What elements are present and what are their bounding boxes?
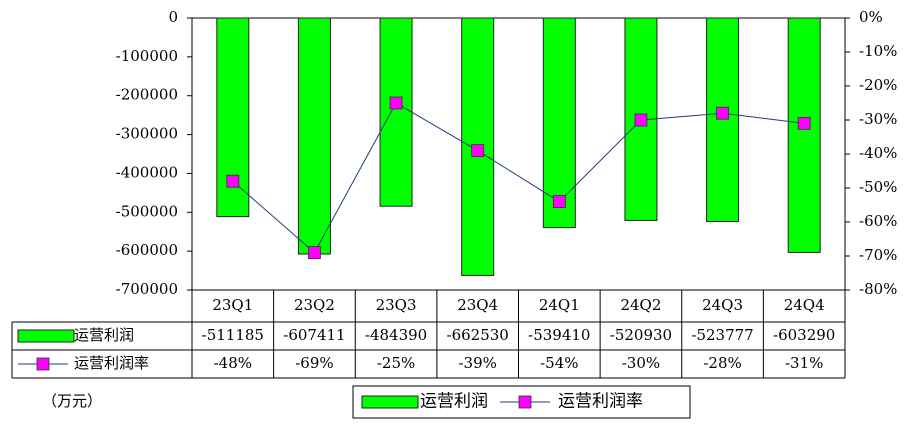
table-value: -25%: [377, 354, 415, 372]
table-value: -69%: [295, 354, 333, 372]
x-tick-label: 24Q2: [620, 296, 661, 314]
legend-icon: [518, 395, 532, 409]
rate-marker: [552, 195, 566, 209]
rate-marker: [389, 96, 403, 110]
bar: [216, 17, 250, 218]
y2-tick-label: -30%: [859, 110, 897, 128]
table-value: -603290: [773, 326, 835, 344]
bar: [379, 17, 413, 207]
y-tick-label: -500000: [116, 202, 178, 220]
table-value: -539410: [528, 326, 590, 344]
rate-marker: [308, 246, 321, 260]
y-tick-label: 0: [168, 8, 178, 26]
x-tick-label: 23Q1: [212, 296, 253, 314]
rate-marker: [226, 174, 240, 188]
y2-tick-label: -80%: [859, 280, 897, 298]
y-tick-label: -200000: [116, 86, 178, 104]
table-value: -30%: [622, 354, 660, 372]
y2-tick-label: -40%: [859, 144, 897, 162]
table-value: -39%: [458, 354, 496, 372]
y-tick-label: -600000: [116, 241, 178, 259]
x-tick-label: 23Q4: [457, 296, 498, 314]
y2-tick-label: -20%: [859, 76, 897, 94]
table-value: -28%: [703, 354, 741, 372]
rate-line: [232, 102, 805, 254]
table-series-name: 运营利润率: [74, 354, 149, 372]
rate-marker: [471, 144, 485, 158]
x-tick-label: 24Q1: [539, 296, 580, 314]
bar: [706, 17, 740, 223]
y2-tick-label: -10%: [859, 42, 897, 60]
table-value: -511185: [202, 326, 264, 344]
x-tick-label: 24Q4: [784, 296, 825, 314]
y2-tick-label: -70%: [859, 246, 897, 264]
x-tick-label: 24Q3: [702, 296, 743, 314]
rate-marker: [797, 117, 811, 130]
table-value: -31%: [785, 354, 823, 372]
rate-marker: [716, 106, 729, 120]
table-legend-icon: [17, 329, 75, 343]
y2-tick-label: -50%: [859, 178, 897, 196]
legend-label: 运营利润率: [558, 392, 643, 412]
bar: [542, 17, 576, 229]
y-tick-label: -400000: [116, 163, 178, 181]
x-tick-label: 23Q2: [294, 296, 335, 314]
y-tick-label: -700000: [116, 280, 178, 298]
y2-tick-label: 0%: [859, 8, 883, 26]
table-value: -662530: [447, 326, 509, 344]
table-value: -520930: [610, 326, 672, 344]
table-legend-icon: [36, 357, 50, 371]
y2-tick-label: -60%: [859, 212, 897, 230]
legend-label: 运营利润: [420, 392, 488, 412]
rate-marker: [634, 113, 648, 127]
unit-label: （万元）: [42, 392, 102, 410]
x-tick-label: 23Q3: [376, 296, 417, 314]
plot-frame: [191, 17, 846, 291]
y-tick-label: -100000: [116, 47, 178, 65]
table-value: -607411: [283, 326, 345, 344]
table-value: -523777: [691, 326, 753, 344]
y-tick-label: -300000: [116, 125, 178, 143]
table-series-name: 运营利润: [74, 326, 134, 344]
legend-icon: [361, 395, 419, 409]
table-value: -484390: [365, 326, 427, 344]
bar: [787, 17, 821, 253]
bar: [297, 17, 331, 255]
table-value: -48%: [214, 354, 252, 372]
table-value: -54%: [540, 354, 578, 372]
